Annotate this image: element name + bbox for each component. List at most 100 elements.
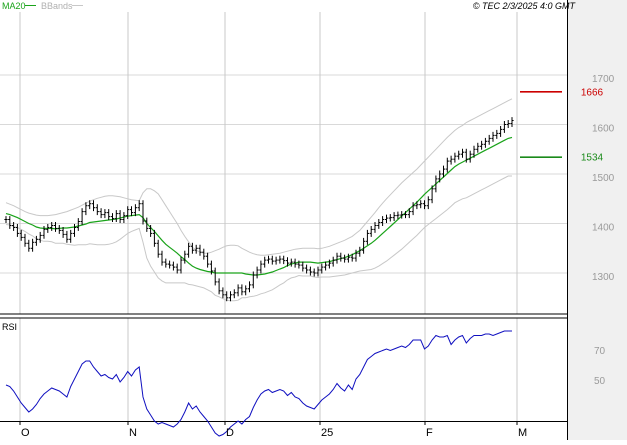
price-bar	[491, 131, 495, 142]
y-tick-label: 1600	[592, 124, 615, 135]
price-bar	[61, 227, 65, 238]
price-bar	[91, 200, 96, 212]
price-bar	[251, 271, 255, 289]
price-bar	[69, 229, 73, 243]
price-bar	[46, 224, 50, 233]
price-bar	[346, 253, 350, 263]
price-bar	[419, 200, 423, 209]
price-bar	[335, 252, 339, 264]
price-bar	[343, 254, 347, 263]
rsi-y-tick-label: 70	[594, 346, 606, 357]
x-tick-label: N	[129, 427, 137, 439]
price-bar	[365, 229, 369, 245]
y-tick-label: 1400	[592, 223, 615, 234]
price-bar	[80, 208, 84, 225]
grid	[0, 12, 567, 421]
price-bar	[122, 212, 126, 223]
axis-panel	[567, 0, 627, 440]
price-bar	[57, 225, 61, 234]
price-bar	[381, 216, 385, 226]
price-bar	[141, 200, 145, 225]
price-bar	[392, 212, 396, 221]
x-tick-label: O	[21, 427, 30, 439]
price-bar	[53, 222, 58, 232]
price-bar	[164, 258, 168, 268]
price-bar	[354, 249, 358, 262]
price-bar	[415, 201, 419, 210]
price-panel	[0, 12, 567, 314]
price-bar	[217, 278, 221, 295]
price-bar	[487, 134, 491, 145]
level-label-1534: 1534	[581, 153, 604, 164]
price-bar	[510, 117, 514, 127]
price-bar	[228, 291, 233, 302]
price-bar	[457, 150, 461, 160]
price-bar	[88, 200, 92, 210]
price-bar	[278, 255, 282, 264]
price-bar	[373, 222, 377, 233]
price-bar	[483, 137, 487, 148]
price-bar	[4, 216, 8, 223]
price-bar	[384, 214, 389, 223]
price-bar	[34, 235, 38, 246]
price-bar	[255, 266, 259, 279]
price-bar	[468, 150, 472, 163]
price-bar	[175, 263, 179, 274]
price-bar	[244, 285, 248, 296]
legend-ma-label: MA20	[2, 1, 26, 11]
price-bar	[460, 148, 465, 158]
price-bar	[324, 261, 328, 271]
price-bar	[270, 255, 274, 265]
price-bar	[156, 239, 160, 258]
y-tick-label: 1300	[592, 272, 615, 283]
price-bar	[209, 260, 213, 275]
ma20-line	[5, 136, 513, 276]
price-bar	[103, 209, 107, 219]
price-bar	[426, 196, 430, 210]
price-bar	[274, 256, 278, 265]
bb-lower-band	[5, 175, 512, 302]
price-bar	[293, 258, 297, 268]
price-bar	[411, 202, 415, 216]
price-bar	[179, 256, 183, 274]
price-bar	[263, 256, 267, 268]
price-bar	[441, 165, 446, 178]
price-bar	[232, 289, 236, 299]
price-bar	[495, 129, 499, 139]
price-bar	[236, 284, 240, 297]
level-label-1666: 1666	[581, 87, 604, 98]
price-bar	[160, 250, 164, 266]
price-bar	[266, 255, 271, 264]
price-bar	[506, 120, 510, 128]
price-bar	[476, 142, 480, 153]
price-bar	[95, 204, 99, 216]
price-bar	[12, 222, 16, 231]
price-bar	[445, 157, 449, 173]
y-tick-label: 1500	[592, 173, 615, 184]
x-tick-label: D	[226, 427, 234, 439]
price-bar	[327, 259, 331, 269]
legend-bb-label: BBands	[41, 1, 73, 11]
price-bar	[206, 252, 210, 268]
x-tick-label: F	[426, 427, 433, 439]
bb-upper-band	[5, 98, 513, 256]
price-bar	[50, 222, 54, 231]
price-bar	[438, 170, 442, 183]
price-bar	[499, 126, 503, 137]
price-bar	[65, 230, 69, 243]
price-bar	[8, 216, 12, 229]
price-bar	[388, 214, 392, 222]
price-bar	[198, 244, 202, 256]
price-bar	[42, 226, 46, 239]
price-bar	[259, 260, 263, 274]
price-bar	[305, 264, 309, 274]
price-bar	[301, 261, 305, 272]
price-bar	[15, 224, 19, 237]
price-bar	[183, 250, 187, 264]
y-tick-labels: 1700 1600 1500 1400 1300 70 50	[592, 74, 615, 387]
price-bar	[126, 206, 130, 219]
price-bar	[369, 226, 373, 237]
price-bar	[129, 206, 134, 217]
price-bar	[480, 140, 484, 150]
